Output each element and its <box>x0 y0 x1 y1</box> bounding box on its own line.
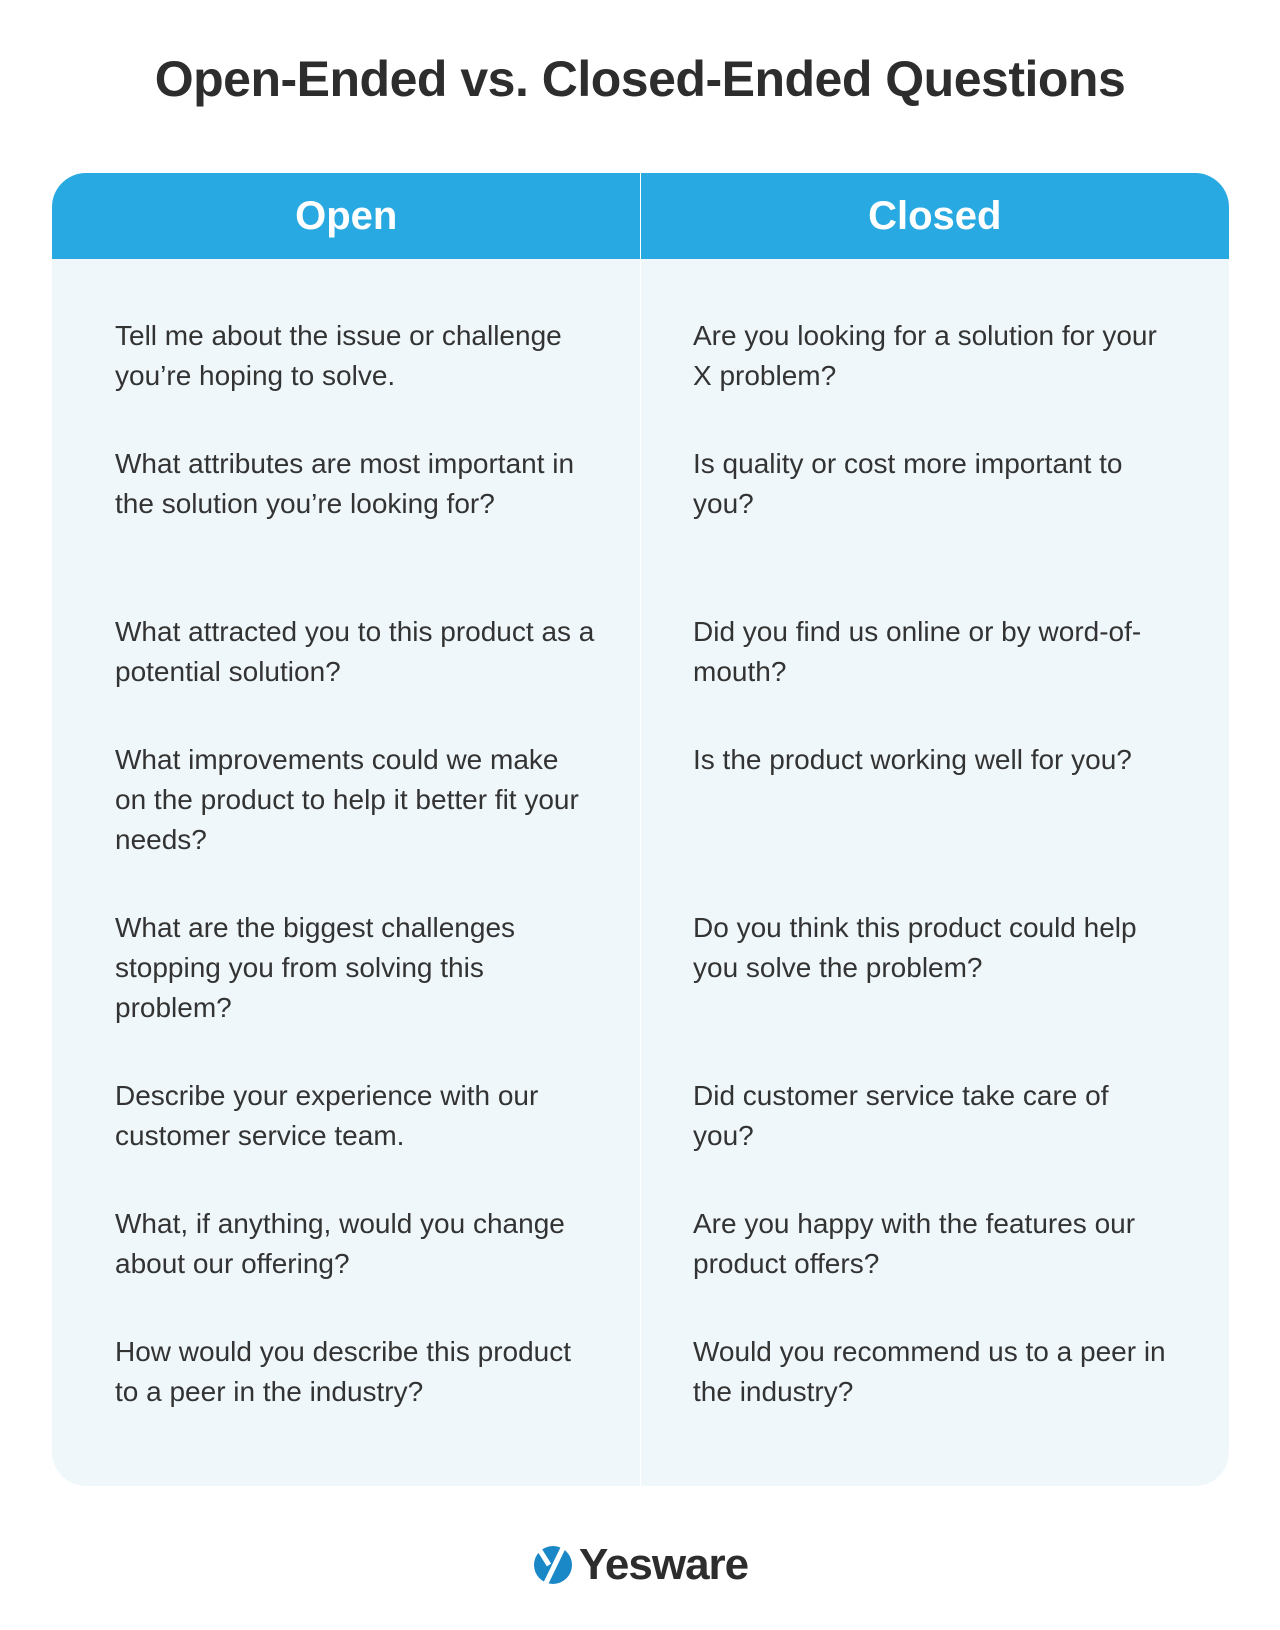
closed-question: Did you find us online or by word-of-mou… <box>693 616 1142 687</box>
yesware-logo: Yesware <box>533 1540 749 1590</box>
table-body: Tell me about the issue or challenge you… <box>52 316 1229 1460</box>
page-title: Open-Ended vs. Closed-Ended Questions <box>154 51 1126 107</box>
closed-question: Is quality or cost more important to you… <box>693 448 1123 519</box>
table-row: How would you describe this product to a… <box>52 1332 1229 1412</box>
closed-question: Are you looking for a solution for your … <box>693 320 1157 391</box>
open-question: How would you describe this product to a… <box>115 1336 572 1407</box>
closed-question: Are you happy with the features our prod… <box>693 1208 1136 1279</box>
column-header-closed: Closed <box>868 193 1002 238</box>
open-question: What attributes are most important in th… <box>115 448 575 519</box>
comparison-table: Open Closed Tell me about the issue or c… <box>52 173 1229 1486</box>
column-header-open: Open <box>295 193 398 238</box>
table-row: What improvements could we make on the p… <box>52 740 1229 860</box>
column-divider <box>640 173 641 1486</box>
open-question: What are the biggest challenges stopping… <box>115 912 516 1023</box>
yesware-logo-icon <box>534 1546 572 1585</box>
table-row: What attributes are most important in th… <box>52 444 1229 564</box>
closed-question: Do you think this product could help you… <box>693 912 1137 983</box>
closed-question: Is the product working well for you? <box>693 744 1132 775</box>
table-row: Describe your experience with our custom… <box>52 1076 1229 1156</box>
table-row: What attracted you to this product as a … <box>52 612 1229 692</box>
logo-text: Yesware <box>579 1540 749 1589</box>
open-question: Tell me about the issue or challenge you… <box>115 320 562 391</box>
closed-question: Would you recommend us to a peer in the … <box>693 1336 1166 1407</box>
open-question: What attracted you to this product as a … <box>115 616 595 687</box>
table-row: What, if anything, would you change abou… <box>52 1204 1229 1284</box>
table-row: Tell me about the issue or challenge you… <box>52 316 1229 396</box>
closed-question: Did customer service take care of you? <box>693 1080 1109 1151</box>
open-question: Describe your experience with our custom… <box>115 1080 539 1151</box>
open-question: What improvements could we make on the p… <box>115 744 579 855</box>
table-row: What are the biggest challenges stopping… <box>52 908 1229 1028</box>
open-question: What, if anything, would you change abou… <box>115 1208 565 1279</box>
